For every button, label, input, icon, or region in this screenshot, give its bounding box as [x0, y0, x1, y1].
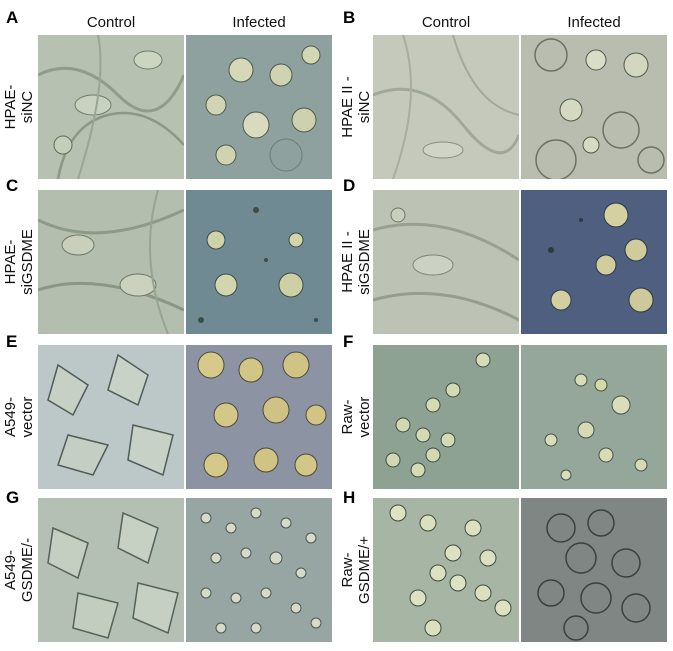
panel-letter-c: C [6, 176, 19, 195]
panel-letter-a: A [6, 8, 19, 27]
panel-letter-e: E [6, 332, 18, 351]
micrograph-h-infected [521, 498, 667, 642]
micrograph-e-control [38, 345, 184, 489]
row-label-c-line2: siGSDME [19, 229, 36, 295]
micrograph-e-infected [186, 345, 332, 489]
micrograph-f-control [373, 345, 519, 489]
row-label-h-line1: Raw- [339, 552, 356, 588]
micrograph-c-control [38, 190, 184, 334]
row-label-f-line2: vector [356, 396, 373, 438]
micrograph-c-infected [186, 190, 332, 334]
row-label-e: A549- vector [2, 342, 36, 492]
row-label-g: A549- GSDME/- [2, 495, 36, 645]
row-label-a: HPAE- siNC [2, 32, 36, 182]
row-label-h-line2: GSDME/+ [356, 536, 373, 604]
row-label-h: Raw- GSDME/+ [339, 495, 373, 645]
row-label-f-line1: Raw- [339, 399, 356, 435]
micrograph-h-control [373, 498, 519, 642]
row-label-b: HPAE II - siNC [339, 32, 373, 182]
row-label-e-line1: A549- [2, 396, 19, 438]
micrograph-b-control [373, 35, 519, 179]
row-label-c-line1: HPAE- [2, 239, 19, 285]
row-label-g-line1: A549- [2, 549, 19, 591]
row-label-g-line2: GSDME/- [19, 537, 36, 603]
row-label-d-line2: siGSDME [356, 229, 373, 295]
panel-letter-h: H [343, 488, 356, 507]
row-label-f: Raw- vector [339, 342, 373, 492]
micrograph-d-control [373, 190, 519, 334]
micrograph-b-infected [521, 35, 667, 179]
row-label-a-line2: siNC [19, 90, 36, 124]
row-label-c: HPAE- siGSDME [2, 187, 36, 337]
panel-letter-d: D [343, 176, 356, 195]
row-label-e-line2: vector [19, 396, 36, 438]
row-label-b-line1: HPAE II - [339, 76, 356, 138]
row-label-d-line1: HPAE II - [339, 231, 356, 293]
col-header-infected-right: Infected [567, 14, 621, 31]
micrograph-f-infected [521, 345, 667, 489]
col-header-infected-left: Infected [232, 14, 286, 31]
row-label-a-line1: HPAE- [2, 84, 19, 130]
panel-letter-f: F [343, 332, 354, 351]
panel-letter-b: B [343, 8, 356, 27]
micrograph-g-infected [186, 498, 332, 642]
micrograph-a-infected [186, 35, 332, 179]
micrograph-a-control [38, 35, 184, 179]
micrograph-d-infected [521, 190, 667, 334]
micrograph-g-control [38, 498, 184, 642]
col-header-control-right: Control [421, 14, 471, 31]
panel-letter-g: G [6, 488, 20, 507]
row-label-d: HPAE II - siGSDME [339, 187, 373, 337]
row-label-b-line2: siNC [356, 90, 373, 124]
col-header-control-left: Control [86, 14, 136, 31]
